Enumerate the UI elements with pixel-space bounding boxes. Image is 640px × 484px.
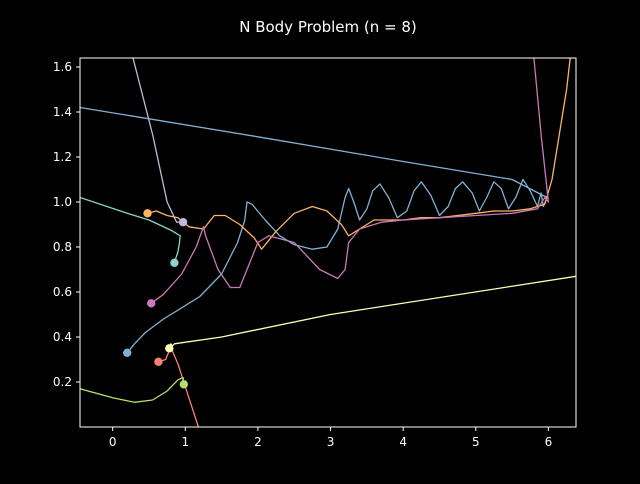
trajectory-line-5 (80, 106, 548, 354)
y-tick-label: 1.4 (53, 105, 72, 119)
y-tick-label: 0.4 (53, 330, 72, 344)
x-tick-label: 1 (181, 435, 189, 449)
body-marker-2 (165, 344, 174, 353)
body-marker-6 (143, 209, 152, 218)
body-marker-7 (179, 380, 188, 389)
body-marker-3 (178, 218, 188, 227)
body-marker-5 (123, 348, 132, 357)
body-marker-1 (170, 258, 179, 267)
body-marker-4 (154, 357, 163, 366)
x-tick-label: 3 (327, 435, 335, 449)
y-tick-label: 0.6 (53, 285, 72, 299)
x-tick-label: 4 (399, 435, 407, 449)
trajectory-line-8 (150, 58, 550, 304)
trajectory-line-7 (80, 376, 185, 403)
trajectory-line-3 (132, 58, 184, 223)
y-tick-label: 1.0 (53, 195, 72, 209)
x-tick-label: 0 (109, 435, 117, 449)
plot-frame (79, 57, 577, 428)
trajectory-line-6 (147, 58, 571, 250)
x-tick-label: 2 (254, 435, 262, 449)
x-axis: 0 1 2 3 4 5 6 (109, 427, 552, 449)
y-tick-label: 0.2 (53, 375, 72, 389)
y-tick-label: 1.2 (53, 150, 72, 164)
chart-title: N Body Problem (n = 8) (239, 18, 417, 36)
x-tick-label: 5 (472, 435, 480, 449)
x-tick-label: 6 (545, 435, 553, 449)
y-axis: 0.2 0.4 0.6 0.8 1.0 1.2 1.4 1.6 (53, 60, 80, 389)
y-tick-label: 0.8 (53, 240, 72, 254)
trajectory-line-2 (168, 275, 576, 349)
trajectory-line-1 (80, 196, 181, 263)
plot-area (80, 58, 576, 427)
body-marker-8 (147, 299, 156, 308)
y-tick-label: 1.6 (53, 60, 72, 74)
